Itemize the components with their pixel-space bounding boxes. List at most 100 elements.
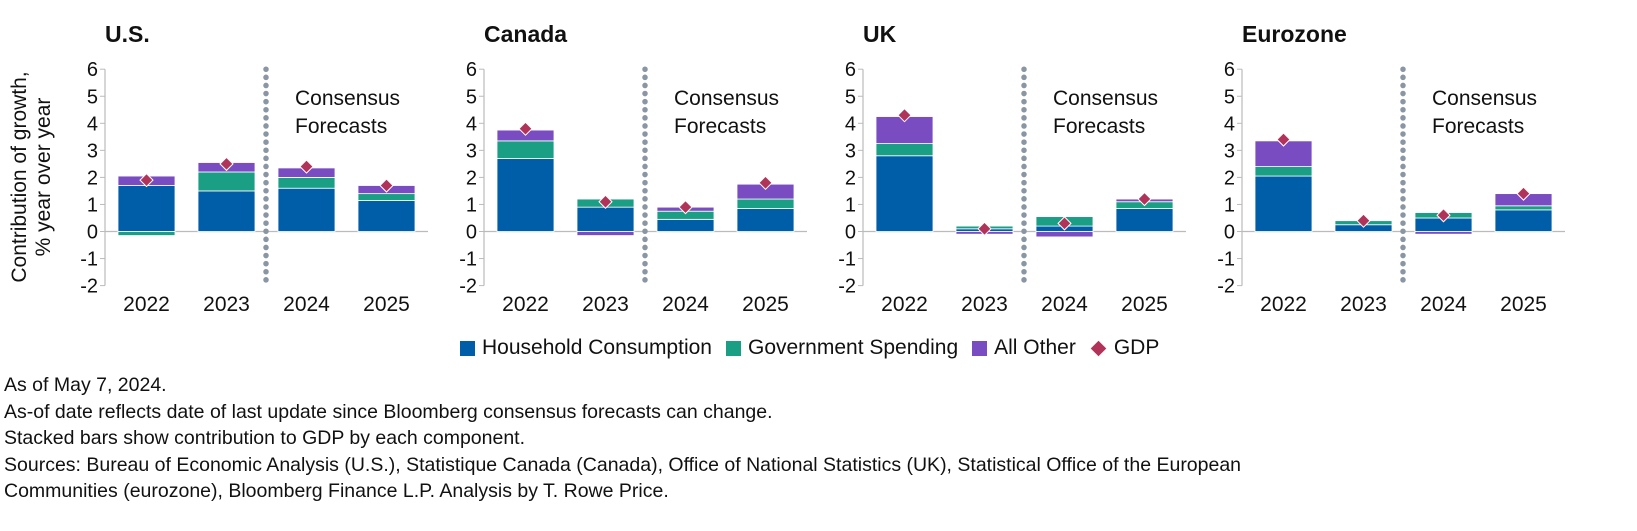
footnotes: As of May 7, 2024. As-of date reflects d… (4, 372, 1604, 505)
y-axis-label: Contribution of growth,% year over year (8, 71, 55, 282)
bar-segment-government (1494, 205, 1553, 211)
bar-segment-household (656, 218, 715, 232)
x-tick-label: 2023 (961, 293, 1008, 316)
gdp-marker (299, 159, 314, 174)
note-as-of: As of May 7, 2024. (4, 374, 167, 396)
bar-segment-government (117, 231, 176, 236)
y-tick-label: 1 (87, 194, 98, 216)
note-as-of-explanation: As-of date reflects date of last update … (4, 400, 773, 423)
bar-segment-government (357, 193, 416, 201)
y-tick-label: 6 (845, 59, 856, 81)
y-tick-label: 0 (466, 222, 477, 244)
legend-item-other: All Other (972, 336, 1076, 360)
y-tick-label: 4 (1224, 113, 1235, 135)
bar-segment-household (1115, 208, 1174, 232)
y-tick-label: 5 (1224, 86, 1235, 108)
x-tick-label: 2024 (662, 293, 709, 316)
forecast-label: Consensus (295, 87, 400, 110)
panel-title: UK (863, 21, 897, 47)
x-tick-label: 2022 (1260, 293, 1307, 316)
gdp-marker (977, 221, 992, 237)
x-tick-label: 2022 (502, 293, 549, 316)
gdp-marker (1057, 216, 1072, 231)
panel-eurozone: Eurozone -2 -1 0 1 2 3 4 5 6 2022 2023 2024 2025 Conse… (1217, 21, 1565, 316)
bar-segment-household (496, 158, 555, 232)
y-tick-label: -2 (838, 276, 856, 298)
y-tick-label: 1 (1224, 194, 1235, 216)
gdp-marker (1436, 208, 1451, 223)
y-tick-label: 3 (845, 140, 856, 162)
y-tick-label: 5 (845, 86, 856, 108)
legend-item-government: Government Spending (725, 336, 958, 360)
y-tick-label: 3 (87, 140, 98, 162)
y-tick-label: 2 (87, 167, 98, 189)
note-stacked-bars: Stacked bars show contribution to GDP by… (4, 427, 526, 449)
x-tick-label: 2025 (1500, 293, 1547, 316)
forecast-label: Forecasts (1053, 115, 1145, 138)
gdp-marker (1137, 191, 1152, 207)
legend-label-other: All Other (994, 336, 1076, 359)
y-tick-label: 4 (87, 113, 98, 135)
bar-segment-household (1254, 175, 1313, 232)
y-tick-label: 4 (845, 113, 856, 135)
y-axis-label-line-1: Contribution of growth, (8, 71, 31, 282)
y-tick-label: -2 (1217, 276, 1235, 298)
bar-segment-government (277, 176, 336, 189)
y-tick-label: 2 (466, 167, 477, 189)
gdp-marker (139, 172, 154, 188)
bar-segment-household (197, 190, 256, 232)
bar-segment-government (875, 143, 934, 157)
x-tick-label: 2024 (1420, 293, 1467, 316)
y-tick-label: 3 (466, 140, 477, 162)
bar-segment-household (736, 208, 795, 232)
y-tick-label: 4 (466, 113, 477, 135)
note-sources: Sources: Bureau of Economic Analysis (U.… (4, 453, 1242, 476)
bar-segment-other (1414, 231, 1473, 235)
gdp-marker (1276, 132, 1291, 147)
y-tick-label: -1 (80, 249, 98, 271)
y-tick-label: 6 (466, 59, 477, 81)
y-tick-label: 0 (87, 222, 98, 244)
x-tick-label: 2025 (363, 293, 410, 316)
gdp-marker (219, 156, 234, 172)
y-tick-label: -1 (459, 249, 477, 271)
bar-segment-household (875, 155, 934, 232)
x-tick-label: 2022 (123, 293, 170, 316)
bar-segment-other (1035, 231, 1094, 238)
y-tick-label: -1 (1217, 249, 1235, 271)
x-tick-label: 2022 (881, 293, 928, 316)
y-tick-label: 6 (1224, 59, 1235, 81)
y-tick-label: 1 (845, 194, 856, 216)
panel-uk: UK -2 -1 0 1 2 3 4 5 6 2022 2023 2024 2025 Consensus Fo… (838, 21, 1186, 316)
bar-segment-government (197, 171, 256, 192)
gdp-marker (1516, 186, 1531, 201)
y-tick-label: 5 (87, 86, 98, 108)
gdp-marker (758, 175, 773, 191)
y-tick-label: 0 (845, 222, 856, 244)
gdp-marker (518, 121, 533, 136)
panel-us: U.S. -2 -1 0 1 2 3 4 5 6 2022 2023 2024 2025 Consensus… (80, 21, 428, 316)
chart-legend: Household Consumption Government Spendin… (460, 336, 1159, 360)
forecast-label: Forecasts (1432, 115, 1524, 138)
forecast-label: Forecasts (295, 115, 387, 138)
gdp-marker (379, 178, 394, 193)
bar-segment-household (1494, 209, 1553, 232)
x-tick-label: 2025 (1121, 293, 1168, 316)
y-tick-label: -2 (80, 276, 98, 298)
forecast-label: Consensus (1053, 87, 1158, 110)
x-tick-label: 2023 (203, 293, 250, 316)
forecast-label: Consensus (674, 87, 779, 110)
bar-segment-government (1254, 166, 1313, 177)
gdp-marker (897, 107, 912, 123)
legend-swatch-other (972, 340, 988, 356)
bar-segment-government (496, 140, 555, 159)
y-tick-label: -1 (838, 249, 856, 271)
legend-label-household: Household Consumption (482, 336, 712, 359)
y-axis-label-line-2: % year over year (32, 98, 55, 257)
legend-swatch-gdp (1090, 340, 1107, 356)
x-tick-label: 2024 (1041, 293, 1088, 316)
forecast-label: Forecasts (674, 115, 766, 138)
panel-title: Canada (484, 21, 567, 47)
chart-area: Contribution of growth,% year over year U… (8, 21, 1565, 316)
x-tick-label: 2023 (582, 293, 629, 316)
